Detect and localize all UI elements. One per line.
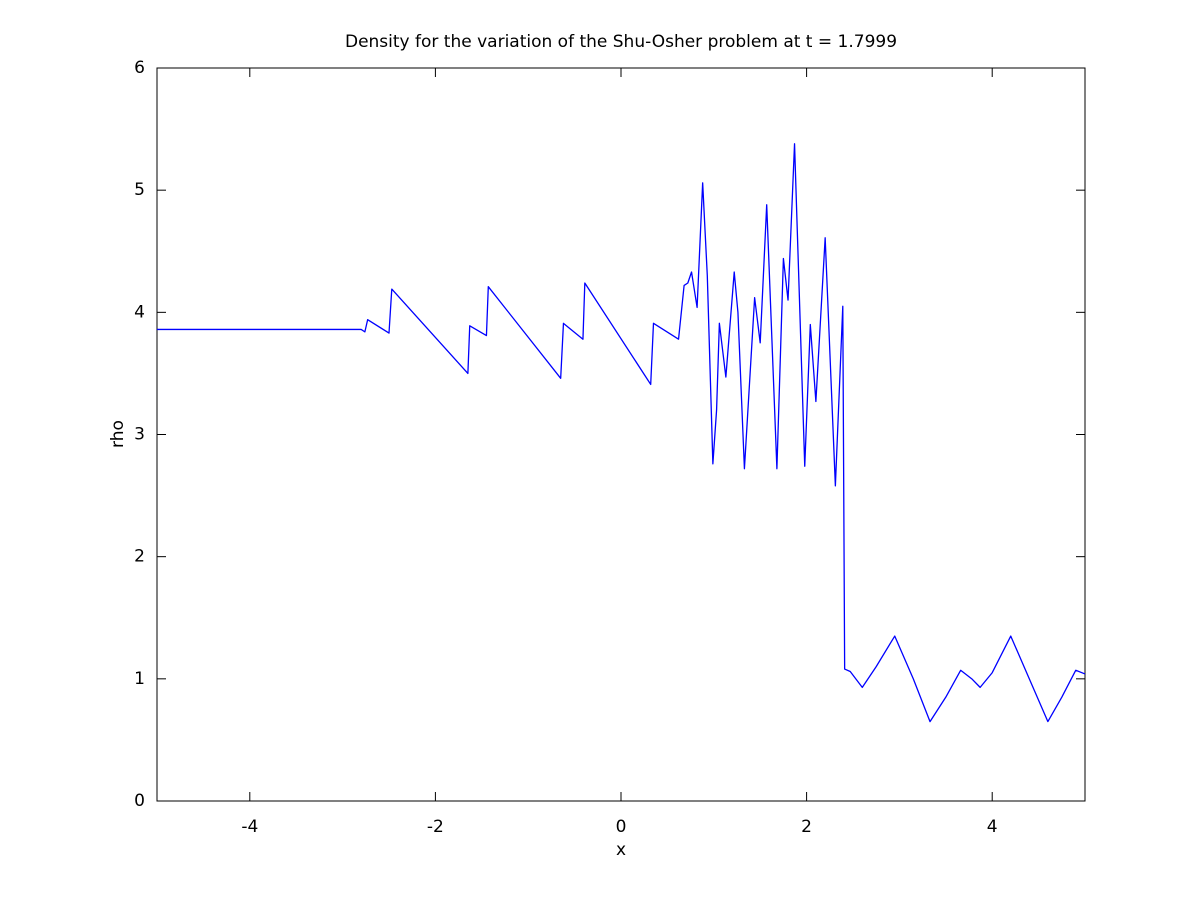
x-tick-label: 4 [987,817,998,837]
y-tick-label: 1 [134,669,145,689]
y-tick-label: 6 [134,58,145,78]
x-tick-label: 0 [616,817,627,837]
chart-title: Density for the variation of the Shu-Osh… [345,32,897,52]
data-line [157,143,1086,723]
y-tick-label: 5 [134,180,145,200]
x-tick-label: -4 [241,817,258,837]
y-tick-label: 2 [134,547,145,567]
x-tick-label: 2 [801,817,812,837]
y-tick-label: 3 [134,425,145,445]
x-tick-label: -2 [427,817,444,837]
y-axis-label: rho [108,420,128,448]
y-tick-label: 0 [134,791,145,811]
x-axis-label: x [616,840,626,860]
y-tick-label: 4 [134,302,145,322]
